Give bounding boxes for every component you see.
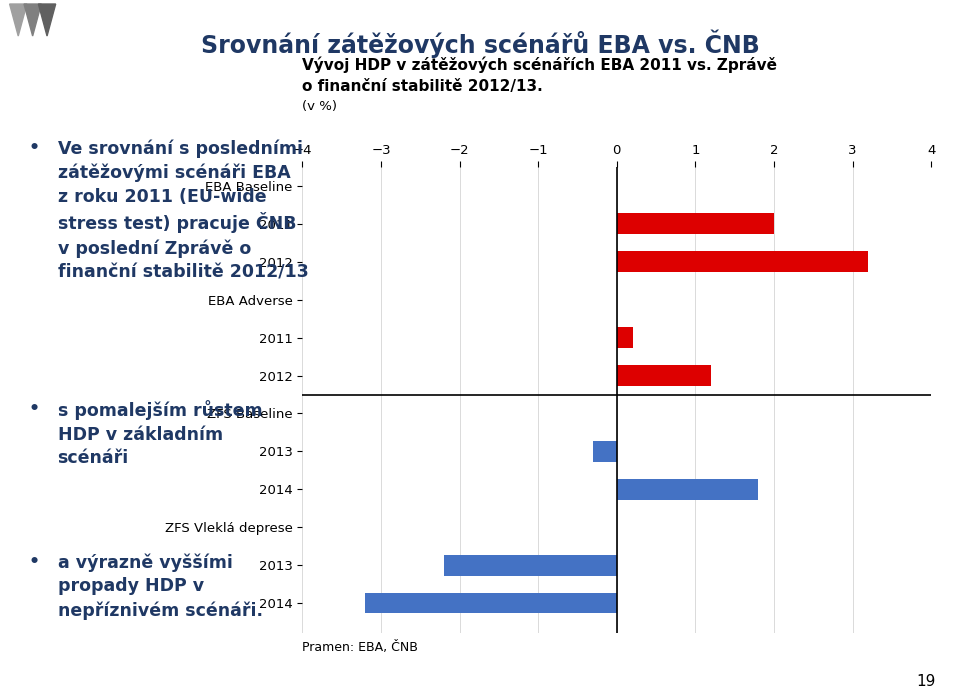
Bar — [365, 592, 616, 613]
Text: •: • — [29, 400, 40, 418]
Bar — [444, 555, 616, 576]
Text: •: • — [29, 139, 40, 157]
Bar — [593, 441, 616, 462]
Text: Ve srovnání s posledními
zátěžovými scénáři EBA
z roku 2011 (EU-wide
stress test: Ve srovnání s posledními zátěžovými scén… — [58, 139, 308, 281]
Bar — [616, 251, 868, 272]
Text: •: • — [29, 553, 40, 571]
Text: Vývoj HDP v zátěžových scénářích EBA 2011 vs. Zprávě: Vývoj HDP v zátěžových scénářích EBA 201… — [302, 56, 778, 73]
Text: (v %): (v %) — [302, 100, 337, 113]
Polygon shape — [10, 4, 27, 36]
Text: s pomalejším růstem
HDP v základním
scénáři: s pomalejším růstem HDP v základním scén… — [58, 400, 262, 468]
Bar — [616, 365, 711, 386]
Bar — [616, 327, 633, 348]
Text: o finanční stabilitě 2012/13.: o finanční stabilitě 2012/13. — [302, 79, 543, 94]
Text: Pramen: EBA, ČNB: Pramen: EBA, ČNB — [302, 641, 419, 654]
Bar — [616, 479, 758, 500]
Polygon shape — [24, 4, 41, 36]
Text: a výrazně vyššími
propady HDP v
nepříznivém scénáři.: a výrazně vyššími propady HDP v nepřízni… — [58, 553, 263, 619]
Bar — [616, 214, 774, 235]
Polygon shape — [38, 4, 56, 36]
Text: 19: 19 — [917, 674, 936, 689]
Text: Srovnání zátěžových scénářů EBA vs. ČNB: Srovnání zátěžových scénářů EBA vs. ČNB — [201, 30, 759, 58]
